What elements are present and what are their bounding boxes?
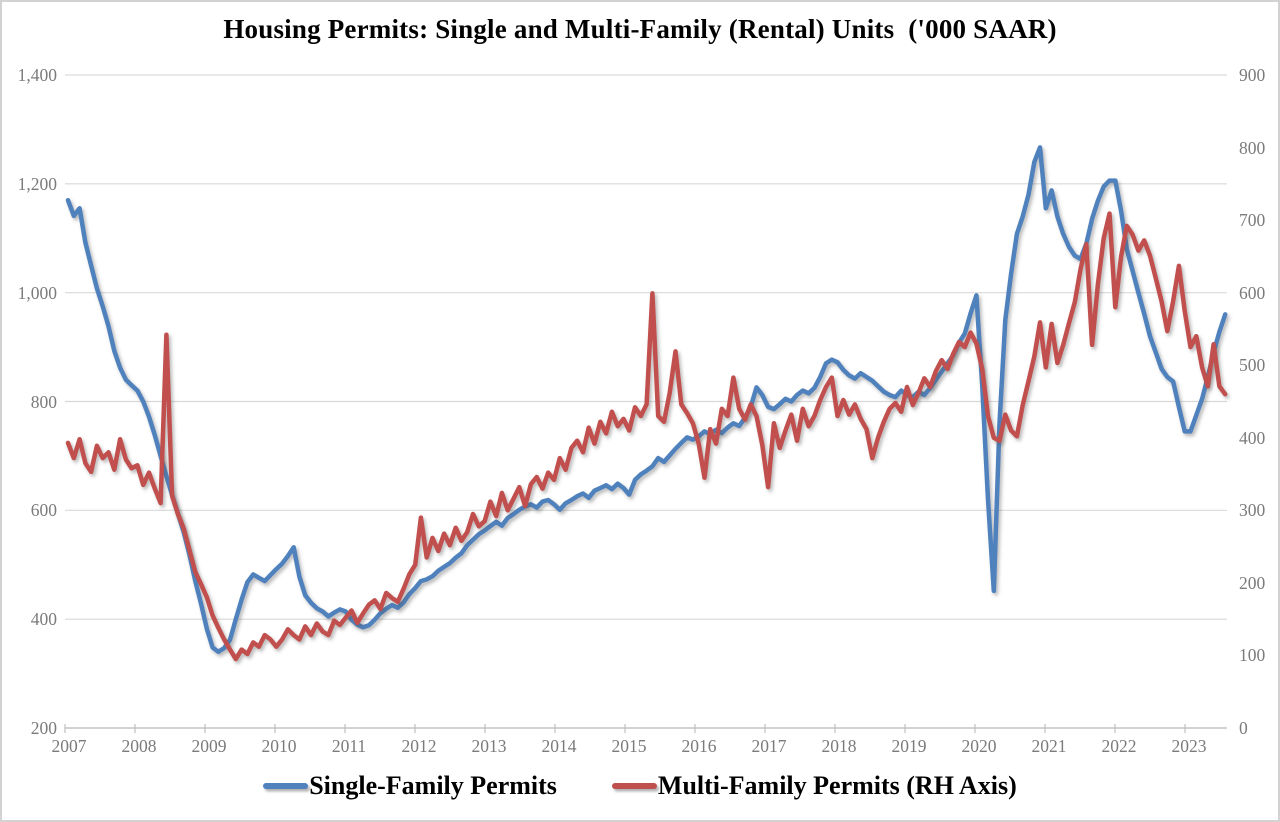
right-axis-tick-label: 200 xyxy=(1239,572,1266,593)
left-axis-tick-label: 200 xyxy=(30,718,57,738)
x-axis-tick-label: 2008 xyxy=(121,736,157,756)
multi-family-line xyxy=(65,211,1228,662)
x-axis-tick-label: 2023 xyxy=(1171,736,1207,756)
multi-family-legend-swatch xyxy=(611,783,657,789)
multi-family-legend-label: Multi-Family Permits (RH Axis) xyxy=(657,771,1017,800)
x-axis-tick-label: 2021 xyxy=(1031,736,1067,756)
x-axis-tick-label: 2012 xyxy=(401,736,437,756)
right-axis-tick-label: 0 xyxy=(1239,718,1248,738)
left-axis-tick-label: 400 xyxy=(30,609,57,630)
left-axis-tick-label: 800 xyxy=(30,391,57,412)
x-axis-tick-label: 2013 xyxy=(471,736,507,756)
x-axis-tick-label: 2010 xyxy=(261,736,297,756)
x-axis-tick-label: 2022 xyxy=(1101,736,1137,756)
series-lines xyxy=(65,145,1228,662)
right-axis-tick-label: 600 xyxy=(1239,282,1266,303)
right-axis-tick-label: 100 xyxy=(1239,645,1266,666)
x-axis-tick-label: 2019 xyxy=(891,736,927,756)
left-axis-tick-label: 1,400 xyxy=(17,65,57,85)
right-axis-tick-label: 500 xyxy=(1239,355,1266,376)
x-axis-tick-label: 2015 xyxy=(611,736,647,756)
left-axis-tick-label: 1,000 xyxy=(17,282,57,303)
x-axis-tick-label: 2017 xyxy=(751,736,787,756)
right-axis-tick-label: 800 xyxy=(1239,137,1266,158)
right-axis-tick-label: 400 xyxy=(1239,427,1266,448)
legend-item-multi-family: Multi-Family Permits (RH Axis) xyxy=(611,771,1017,801)
x-axis-tick-label: 2014 xyxy=(541,736,577,756)
right-axis-tick-label: 300 xyxy=(1239,500,1266,521)
single-family-line xyxy=(65,145,1228,655)
x-axis-tick-label: 2009 xyxy=(191,736,227,756)
x-axis-tick-label: 2016 xyxy=(681,736,717,756)
x-axis-tick-label: 2007 xyxy=(51,736,87,756)
left-axis-tick-label: 600 xyxy=(30,500,57,521)
chart-title: Housing Permits: Single and Multi-Family… xyxy=(223,14,1057,44)
legend-item-single-family: Single-Family Permits xyxy=(263,771,557,801)
single-family-legend-label: Single-Family Permits xyxy=(309,771,557,800)
x-axis-tick-label: 2020 xyxy=(961,736,997,756)
right-axis-tick-label: 900 xyxy=(1239,65,1266,85)
right-axis-labels: 900 800 700 600 500 400 300 200 100 0 xyxy=(1239,2,1278,820)
legend: Single-Family Permits Multi-Family Permi… xyxy=(2,771,1278,801)
single-family-legend-swatch xyxy=(263,783,309,789)
right-axis-tick-label: 700 xyxy=(1239,210,1266,231)
left-axis-labels: 1,400 1,200 1,000 800 600 400 200 xyxy=(2,2,57,820)
left-axis-tick-label: 1,200 xyxy=(17,173,57,194)
x-axis-tick-label: 2018 xyxy=(821,736,857,756)
x-axis-tick-label: 2011 xyxy=(331,736,367,756)
